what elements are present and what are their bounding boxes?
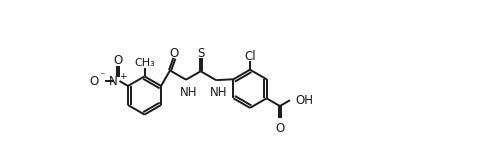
Text: ⁻: ⁻ — [99, 71, 105, 81]
Text: NH: NH — [210, 86, 228, 99]
Text: NH: NH — [180, 86, 197, 99]
Text: O: O — [170, 47, 179, 60]
Text: S: S — [197, 47, 204, 60]
Text: OH: OH — [296, 94, 313, 107]
Text: Cl: Cl — [244, 50, 256, 63]
Text: O: O — [275, 122, 285, 135]
Text: CH₃: CH₃ — [134, 59, 155, 68]
Text: +: + — [120, 72, 127, 81]
Text: O: O — [113, 55, 122, 67]
Text: O: O — [90, 75, 99, 87]
Text: N: N — [109, 75, 118, 87]
